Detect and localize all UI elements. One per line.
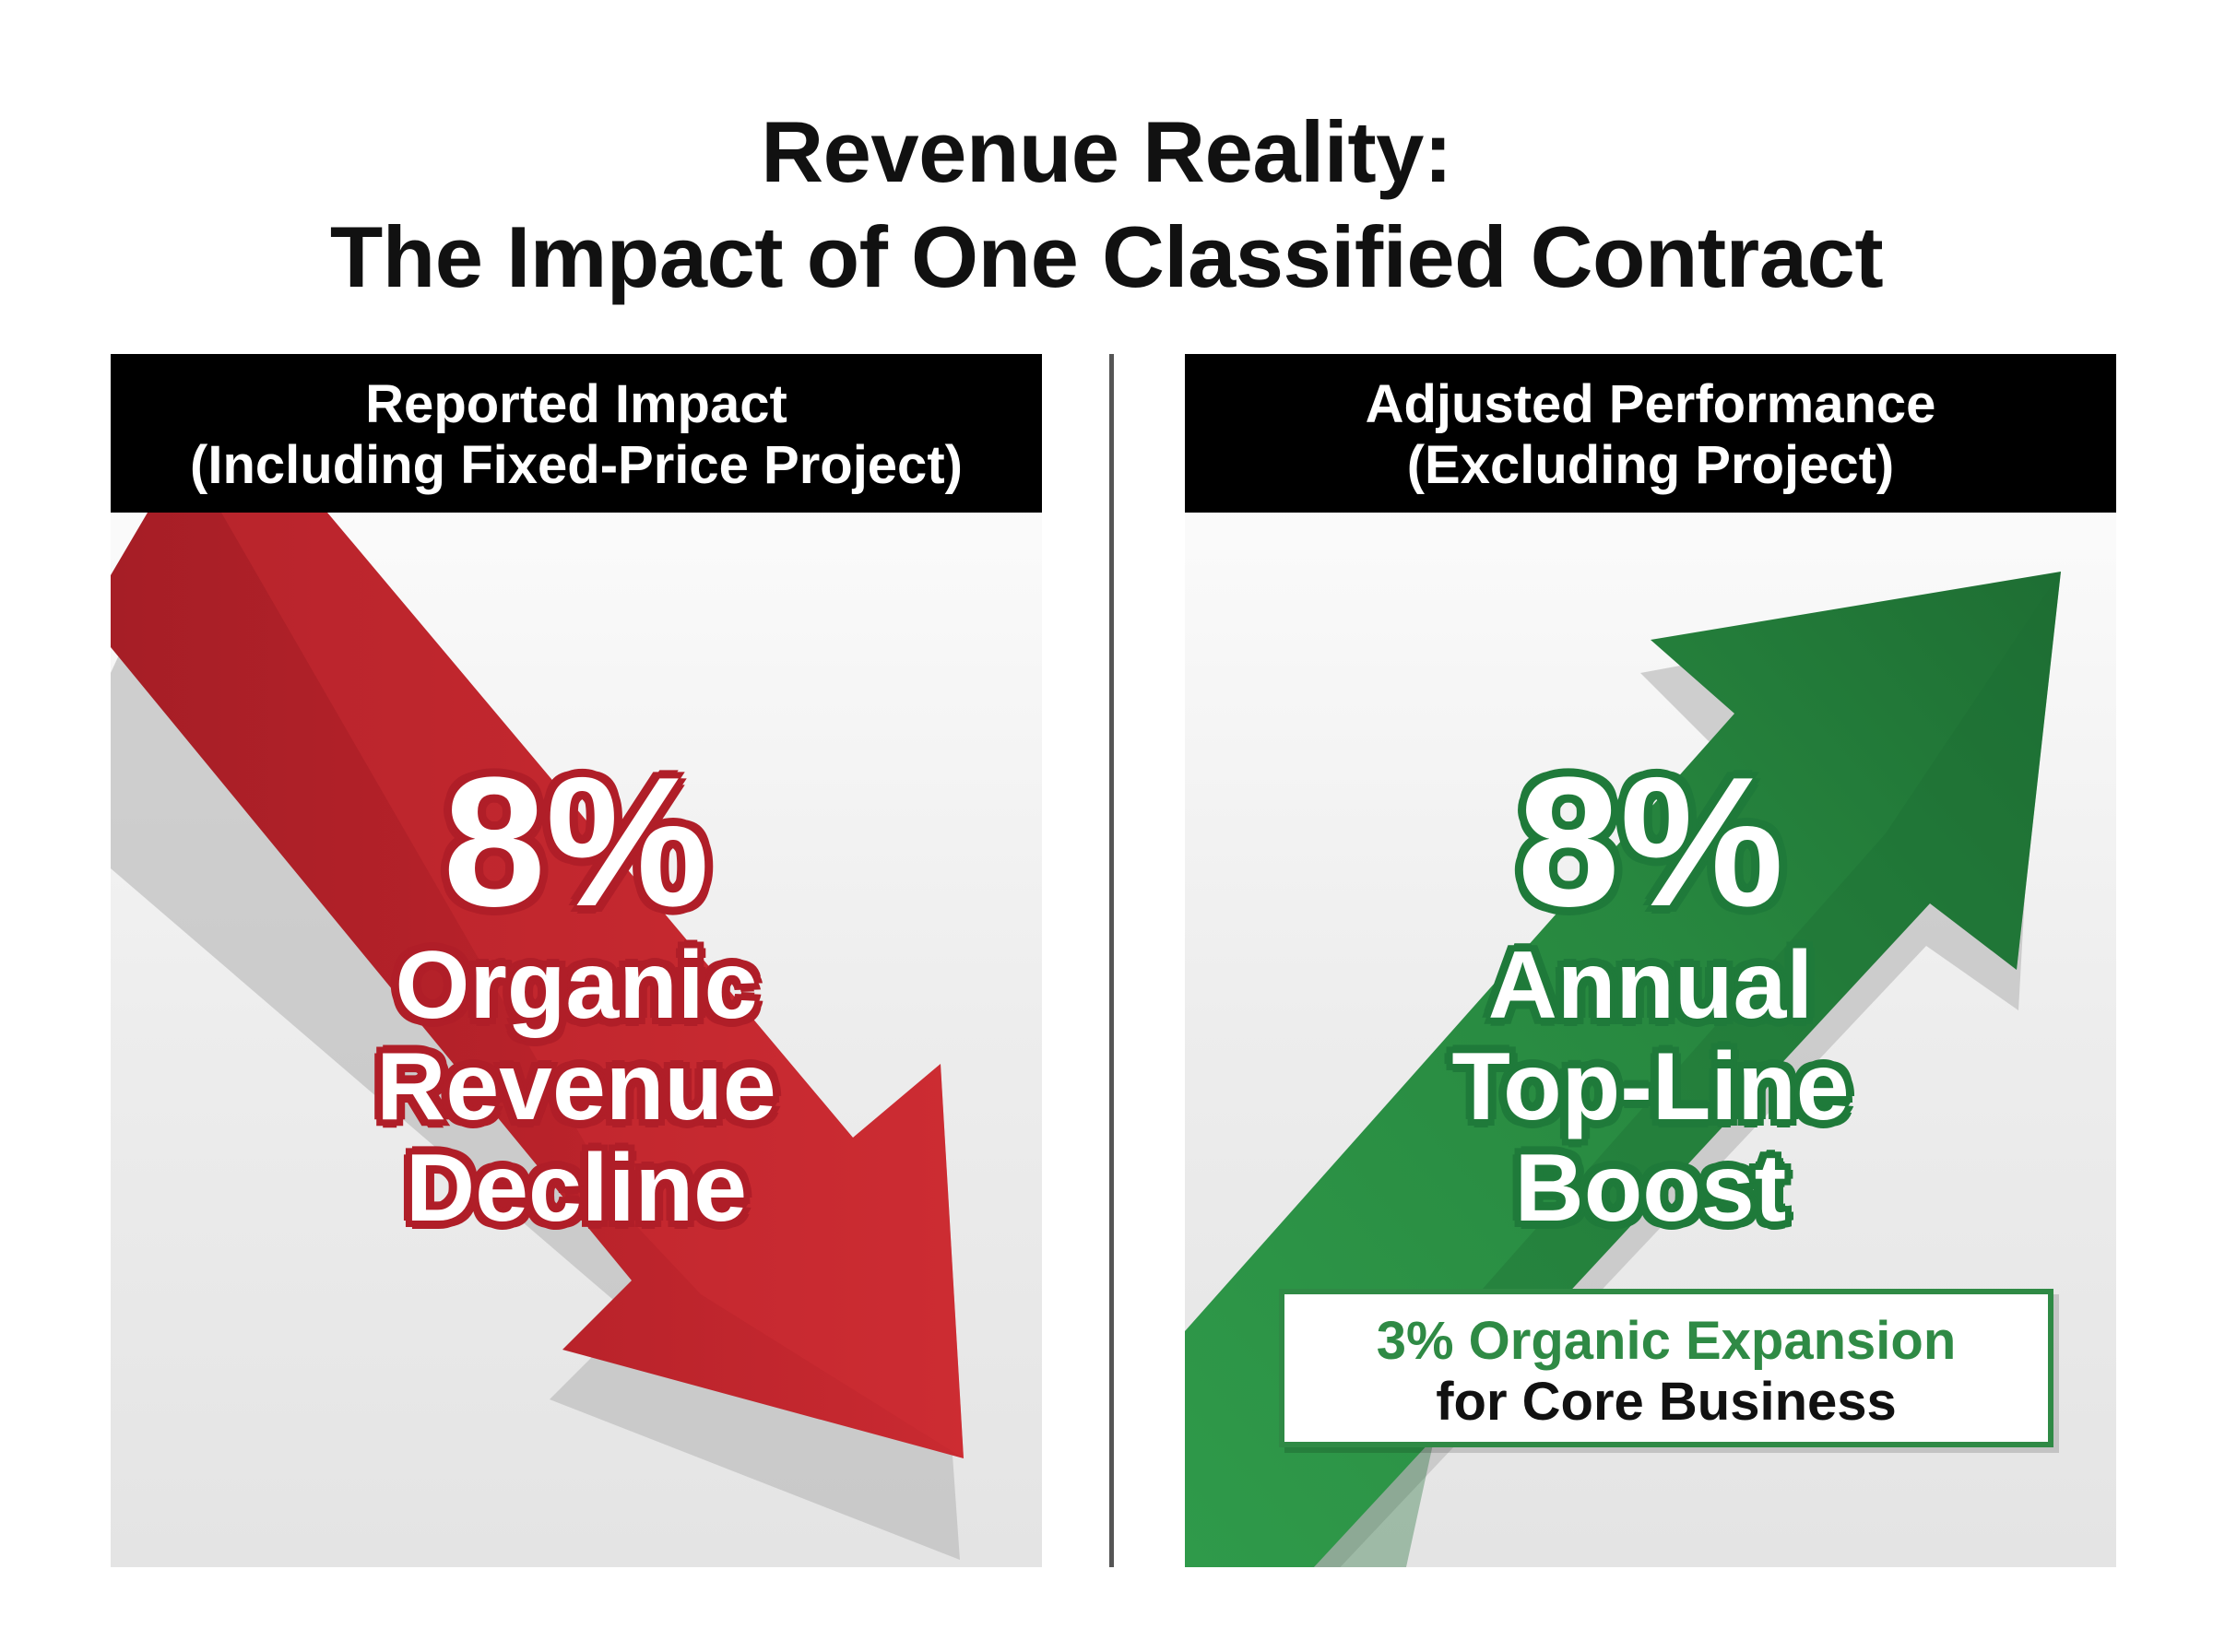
title-line-1: Revenue Reality:	[761, 103, 1452, 200]
title-line-2: The Impact of One Classified Contract	[329, 208, 1884, 305]
adjusted-performance-header-title: Adjusted Performance	[1365, 374, 1936, 434]
reported-impact-header-title: Reported Impact	[365, 374, 787, 434]
core-business-callout: 3% Organic Expansion for Core Business	[1279, 1289, 2053, 1447]
reported-impact-panel: Reported Impact (Including Fixed-Price P…	[111, 354, 1042, 1567]
boost-label-line-2: Top-Line	[1451, 1033, 1850, 1140]
decline-label-line-2: Revenue	[376, 1033, 776, 1140]
decline-label: Organic Revenue Decline	[111, 935, 1042, 1239]
decline-percent: 8%	[443, 739, 710, 945]
reported-impact-header: Reported Impact (Including Fixed-Price P…	[111, 354, 1042, 513]
boost-label-line-3: Boost	[1514, 1135, 1787, 1242]
page-title: Revenue Reality: The Impact of One Class…	[0, 100, 2213, 310]
panel-divider	[1109, 354, 1114, 1567]
adjusted-performance-header: Adjusted Performance (Excluding Project)	[1185, 354, 2116, 513]
adjusted-performance-panel: Adjusted Performance (Excluding Project)…	[1185, 354, 2116, 1567]
boost-percent: 8%	[1517, 739, 1784, 945]
boost-label: Annual Top-Line Boost	[1185, 935, 2116, 1239]
down-arrow-icon	[111, 513, 964, 1560]
callout-subline: for Core Business	[1436, 1372, 1897, 1432]
boost-label-line-1: Annual	[1487, 932, 1814, 1039]
reported-impact-header-subtitle: (Including Fixed-Price Project)	[190, 435, 963, 495]
decline-label-line-3: Decline	[406, 1135, 747, 1242]
decline-label-line-1: Organic	[395, 932, 758, 1039]
callout-headline: 3% Organic Expansion	[1376, 1311, 1957, 1371]
adjusted-performance-header-subtitle: (Excluding Project)	[1406, 435, 1895, 495]
